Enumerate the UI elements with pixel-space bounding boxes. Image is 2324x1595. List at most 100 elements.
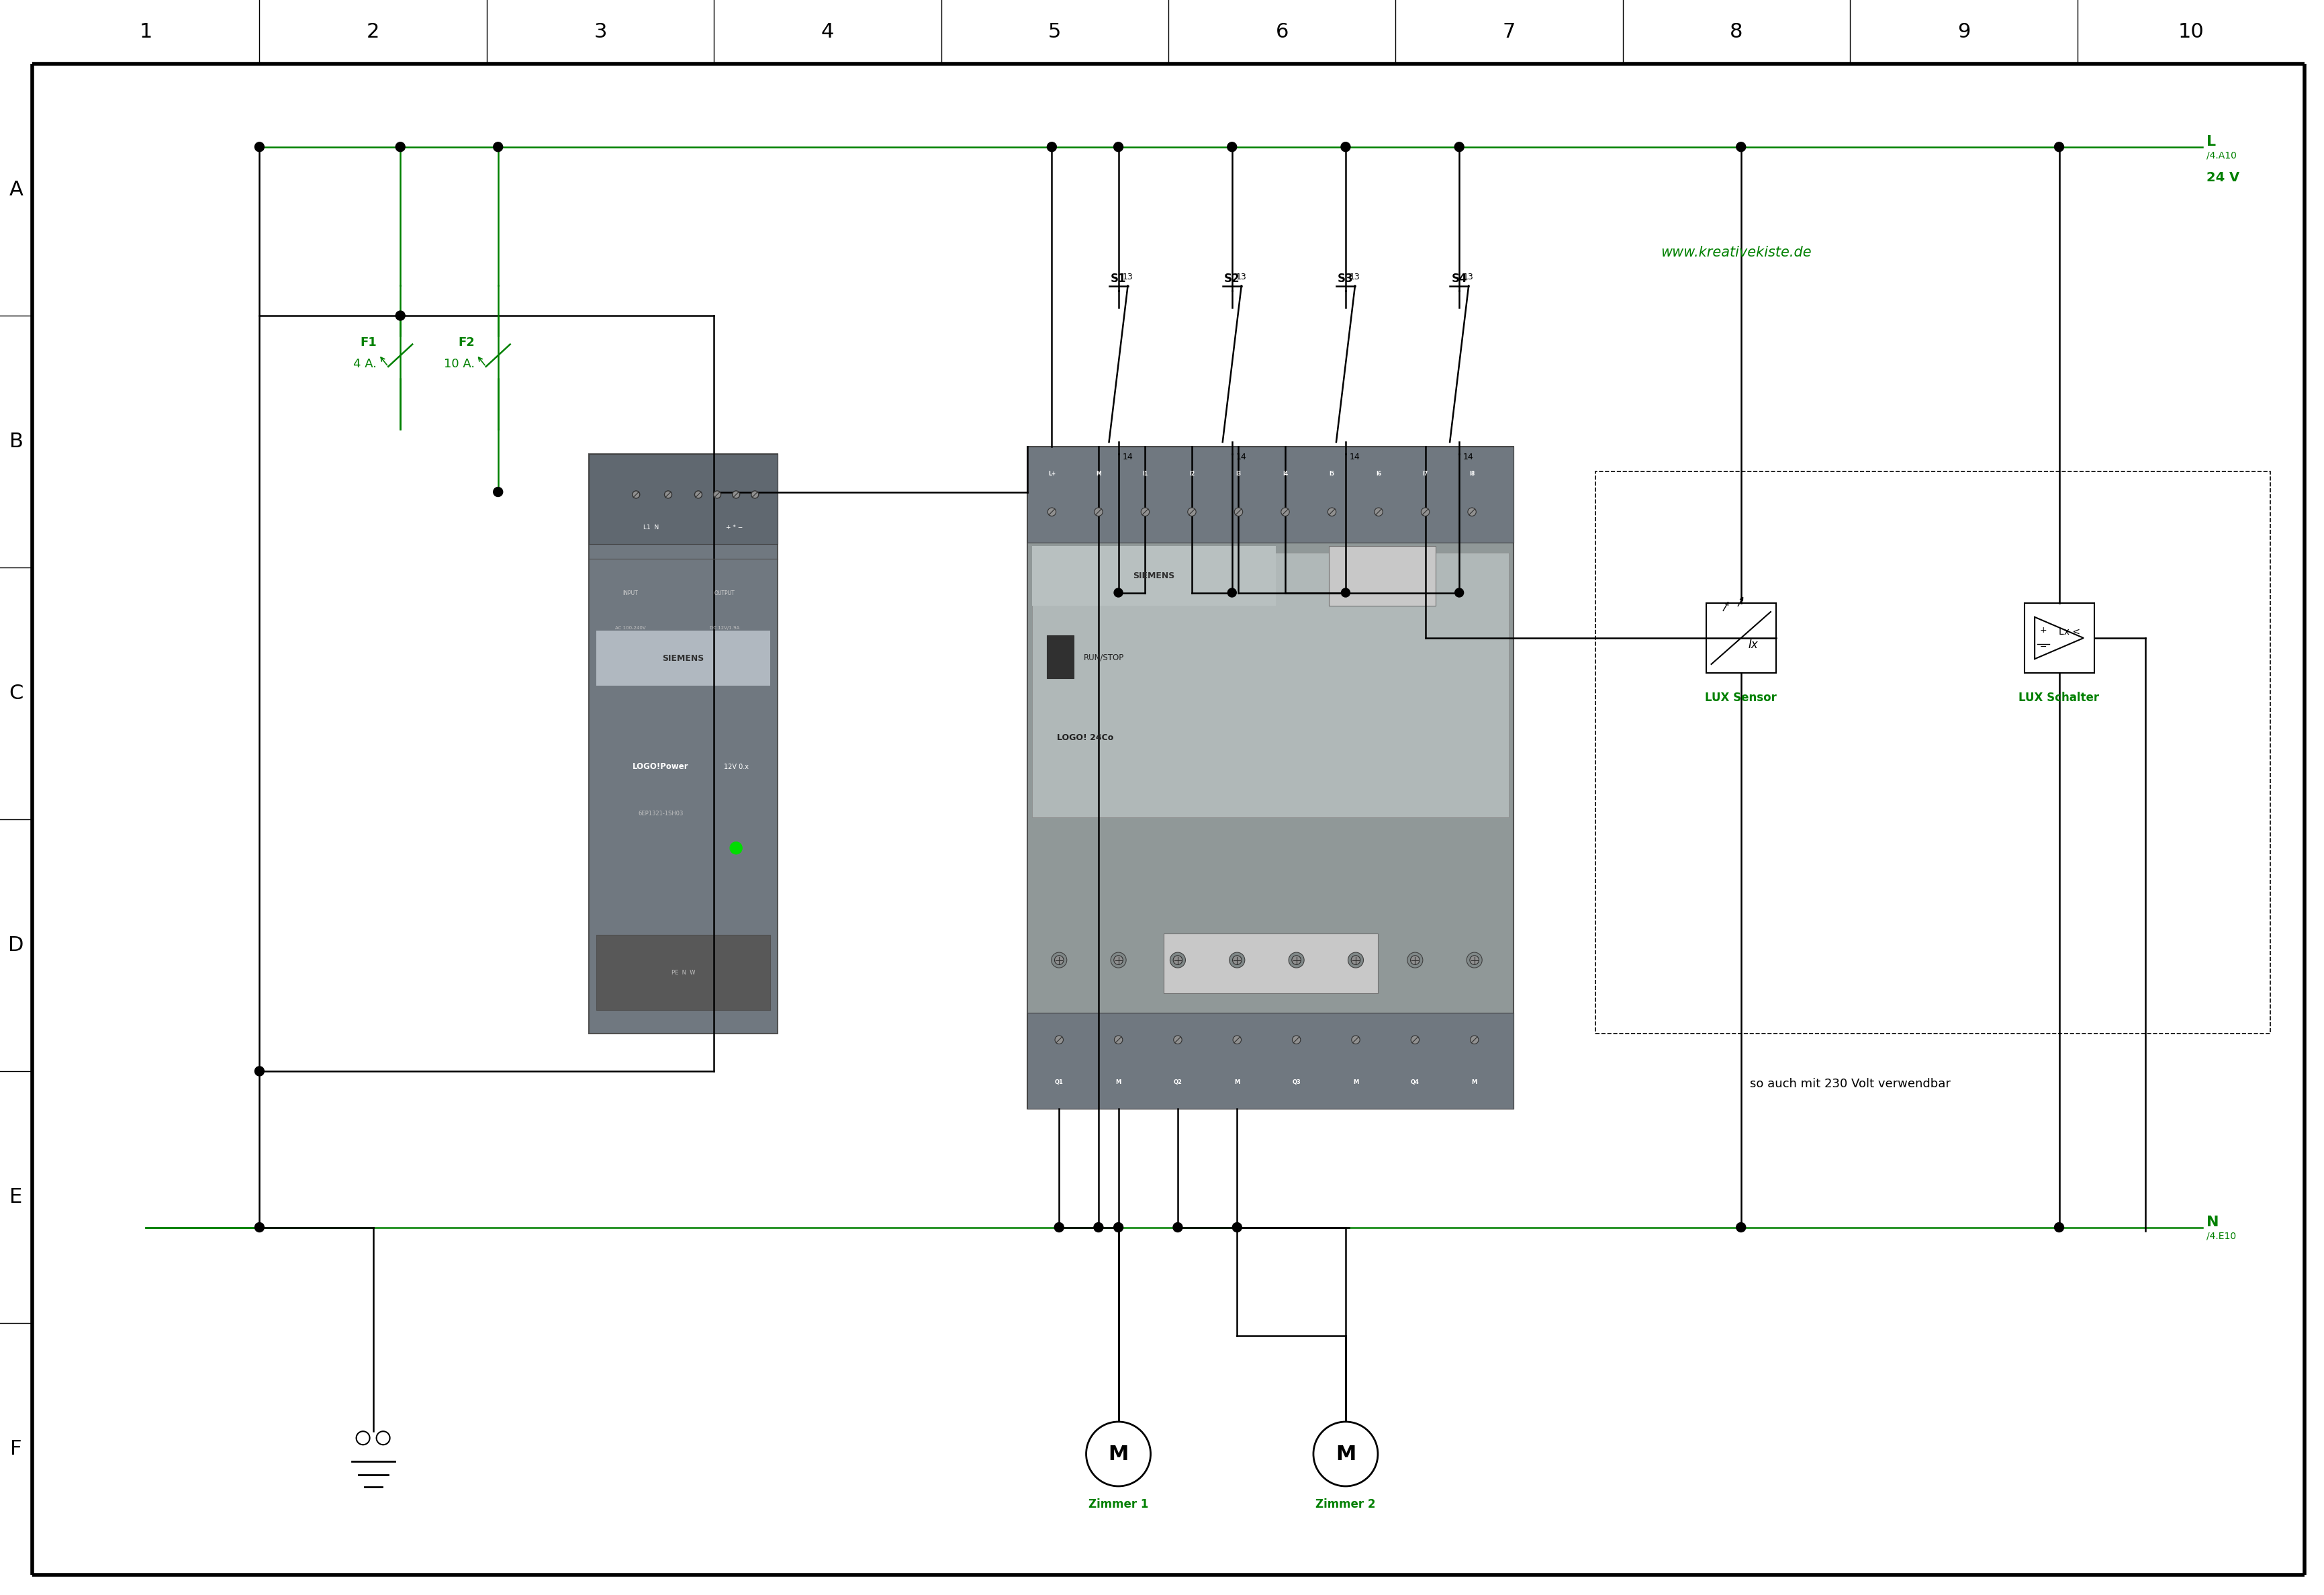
Text: DC 12V/1.9A: DC 12V/1.9A (709, 625, 739, 630)
Bar (1027, 447, 1513, 1109)
Text: 14: 14 (1236, 453, 1246, 461)
Text: AC 100-240V: AC 100-240V (616, 625, 646, 630)
Text: LOGO!Power: LOGO!Power (632, 762, 688, 772)
Circle shape (1055, 1223, 1064, 1231)
Text: 6EP1321-1SH03: 6EP1321-1SH03 (637, 810, 683, 817)
Circle shape (1229, 952, 1243, 968)
Circle shape (1736, 1223, 1745, 1231)
Text: INPUT: INPUT (623, 590, 637, 597)
Bar (588, 455, 776, 544)
Text: C: C (9, 684, 23, 703)
Text: /4.E10: /4.E10 (2205, 1231, 2236, 1241)
Text: /4.A10: /4.A10 (2205, 152, 2236, 161)
Circle shape (1736, 142, 1745, 152)
Circle shape (1341, 589, 1350, 597)
Circle shape (256, 1067, 265, 1077)
Circle shape (1227, 142, 1236, 152)
Circle shape (1469, 955, 1478, 965)
Text: Q3: Q3 (1292, 1080, 1301, 1085)
Circle shape (1348, 952, 1364, 968)
Text: OUTPUT: OUTPUT (713, 590, 734, 597)
Circle shape (1113, 142, 1122, 152)
Text: M: M (1234, 1080, 1239, 1085)
Circle shape (1095, 507, 1102, 517)
Circle shape (1411, 1035, 1420, 1045)
Circle shape (1113, 1035, 1122, 1045)
Circle shape (1287, 952, 1304, 968)
Circle shape (1085, 1421, 1150, 1487)
Circle shape (395, 142, 404, 152)
Text: E: E (9, 1187, 23, 1207)
Text: + * −: + * − (725, 525, 741, 531)
Text: Q4: Q4 (1411, 1080, 1420, 1085)
Text: L1  N: L1 N (644, 525, 658, 531)
Text: 14: 14 (1462, 453, 1473, 461)
Circle shape (1141, 507, 1148, 517)
Circle shape (256, 142, 265, 152)
Circle shape (751, 491, 758, 498)
Text: 3: 3 (593, 22, 607, 41)
Circle shape (1050, 952, 1067, 968)
Text: 13: 13 (1350, 273, 1360, 282)
Circle shape (1113, 1223, 1122, 1231)
Text: so auch mit 230 Volt verwendbar: so auch mit 230 Volt verwendbar (1750, 1078, 1950, 1089)
Text: S1: S1 (1111, 273, 1125, 286)
Circle shape (695, 491, 702, 498)
Text: Lx <: Lx < (2059, 627, 2080, 636)
Text: I7: I7 (1422, 471, 1427, 477)
Circle shape (632, 491, 639, 498)
Text: Q1: Q1 (1055, 1080, 1062, 1085)
Circle shape (1232, 1223, 1241, 1231)
Text: M: M (1334, 1443, 1355, 1464)
Text: D: D (9, 936, 23, 955)
Circle shape (2054, 142, 2064, 152)
Circle shape (1174, 1035, 1181, 1045)
Circle shape (1095, 1223, 1104, 1231)
Circle shape (1455, 142, 1464, 152)
Circle shape (1232, 1035, 1241, 1045)
Text: F: F (9, 1439, 21, 1459)
Circle shape (493, 142, 502, 152)
Circle shape (376, 1431, 390, 1445)
Text: 13: 13 (1236, 273, 1246, 282)
Circle shape (1455, 589, 1464, 597)
Text: SIEMENS: SIEMENS (662, 654, 704, 662)
Circle shape (1281, 507, 1290, 517)
Circle shape (1111, 952, 1125, 968)
Bar (1027, 1013, 1513, 1109)
Bar (1594, 472, 2271, 1034)
Text: 13: 13 (1122, 273, 1132, 282)
Text: LUX Sensor: LUX Sensor (1703, 692, 1776, 703)
Text: S2: S2 (1225, 273, 1239, 286)
Bar (1329, 545, 1436, 606)
Text: N: N (2205, 1215, 2219, 1228)
Text: RUN/STOP: RUN/STOP (1083, 652, 1122, 662)
Circle shape (1188, 507, 1195, 517)
Text: www.kreativekiste.de: www.kreativekiste.de (1662, 246, 1810, 260)
Text: M: M (1353, 1080, 1357, 1085)
Bar (597, 630, 769, 686)
Text: +: + (2038, 625, 2047, 635)
Text: 4 A.: 4 A. (353, 357, 376, 370)
Circle shape (1313, 1421, 1378, 1487)
Text: 4: 4 (820, 22, 834, 41)
Text: L: L (2205, 136, 2215, 148)
Circle shape (730, 842, 741, 853)
Text: 6: 6 (1276, 22, 1287, 41)
Circle shape (1350, 955, 1360, 965)
Circle shape (1113, 589, 1122, 597)
Circle shape (395, 311, 404, 321)
Text: F2: F2 (458, 337, 474, 348)
Circle shape (1055, 955, 1064, 965)
Text: 10: 10 (2178, 22, 2203, 41)
Polygon shape (2034, 617, 2082, 659)
Text: LUX Schalter: LUX Schalter (2017, 692, 2099, 703)
Text: I8: I8 (1469, 471, 1473, 477)
Circle shape (1174, 1223, 1183, 1231)
Bar (1046, 635, 1074, 678)
Circle shape (1113, 955, 1122, 965)
Text: L+: L+ (1048, 471, 1055, 477)
Circle shape (1292, 955, 1301, 965)
Text: S3: S3 (1336, 273, 1353, 286)
Circle shape (1232, 955, 1241, 965)
